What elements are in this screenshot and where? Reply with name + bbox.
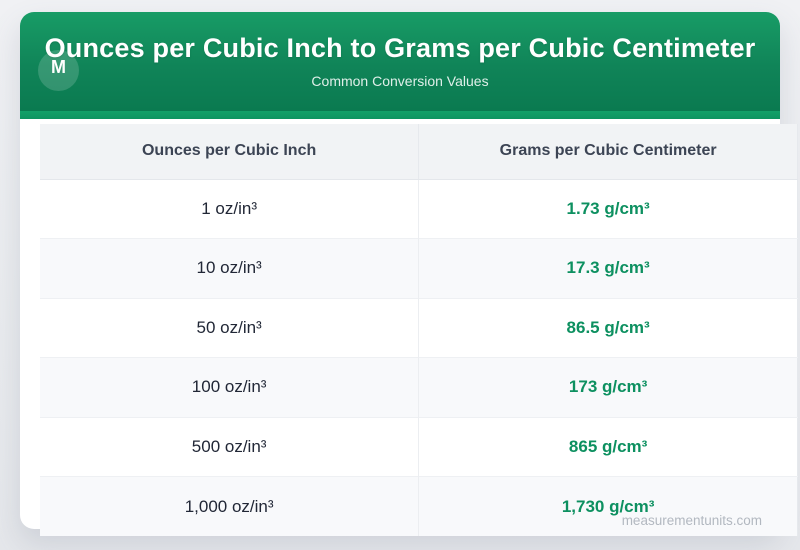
oz-value-cell: 100 oz/in³ bbox=[40, 357, 420, 417]
banner-accent-bar bbox=[20, 111, 780, 119]
page-subtitle: Common Conversion Values bbox=[311, 73, 489, 89]
table-row: 100 oz/in³ 173 g/cm³ bbox=[40, 357, 798, 417]
oz-value-cell: 10 oz/in³ bbox=[40, 238, 420, 298]
conversion-table: Ounces per Cubic Inch Grams per Cubic Ce… bbox=[40, 124, 798, 536]
gram-value-cell: 865 g/cm³ bbox=[418, 416, 798, 477]
gram-value-cell: 17.3 g/cm³ bbox=[418, 238, 798, 298]
table-header-row: Ounces per Cubic Inch Grams per Cubic Ce… bbox=[40, 124, 798, 180]
logo-letter: M bbox=[51, 57, 66, 77]
table-row: 500 oz/in³ 865 g/cm³ bbox=[40, 416, 798, 477]
page-title: Ounces per Cubic Inch to Grams per Cubic… bbox=[44, 33, 756, 63]
gram-value-cell: 1.73 g/cm³ bbox=[418, 179, 798, 239]
watermark: measurementunits.com bbox=[621, 513, 762, 528]
oz-value-cell: 1 oz/in³ bbox=[40, 179, 420, 239]
logo-badge: M bbox=[38, 50, 79, 91]
oz-value-cell: 1,000 oz/in³ bbox=[40, 476, 420, 536]
conversion-table-container: Ounces per Cubic Inch Grams per Cubic Ce… bbox=[40, 124, 798, 536]
table-row: 50 oz/in³ 86.5 g/cm³ bbox=[40, 297, 798, 358]
oz-value-cell: 500 oz/in³ bbox=[40, 416, 420, 477]
table-row: 1 oz/in³ 1.73 g/cm³ bbox=[40, 179, 798, 239]
gram-value-cell: 1,730 g/cm³ bbox=[418, 476, 798, 536]
table-row: 10 oz/in³ 17.3 g/cm³ bbox=[40, 238, 798, 298]
gram-value-cell: 86.5 g/cm³ bbox=[418, 297, 798, 358]
gram-value-cell: 173 g/cm³ bbox=[418, 357, 798, 417]
column-header-oz: Ounces per Cubic Inch bbox=[40, 124, 420, 180]
conversion-table-body: 1 oz/in³ 1.73 g/cm³ 10 oz/in³ 17.3 g/cm³ 50 … bbox=[40, 179, 798, 536]
table-row: 1,000 oz/in³ 1,730 g/cm³ bbox=[40, 476, 798, 536]
oz-value-cell: 50 oz/in³ bbox=[40, 297, 420, 358]
column-header-grams: Grams per Cubic Centimeter bbox=[418, 124, 798, 180]
title-banner: M Ounces per Cubic Inch to Grams per Cub… bbox=[20, 12, 780, 111]
